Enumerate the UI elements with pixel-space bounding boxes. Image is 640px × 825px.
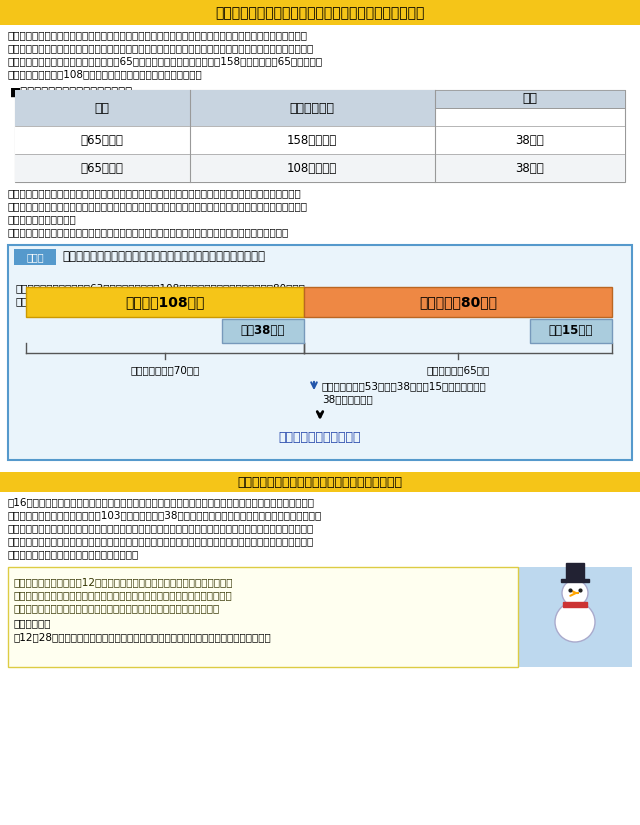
Text: 16歳以上の子供がいる場合、扶養控除を受けることができます。子供にアルバイト収入がある場合でも、: 16歳以上の子供がいる場合、扶養控除を受けることができます。子供にアルバイト収入… bbox=[8, 497, 315, 507]
Text: くなっているように感じます。今年も皆様には大変お世話になりました。あり: くなっているように感じます。今年も皆様には大変お世話になりました。あり bbox=[14, 590, 233, 600]
Text: 公的年金等控除70万円: 公的年金等控除70万円 bbox=[131, 365, 200, 375]
Bar bbox=[15, 90, 435, 126]
Text: 早いもので今年ももう12月ですね！　歳のせいか、時間のたつのが年々早: 早いもので今年ももう12月ですね！ 歳のせいか、時間のたつのが年々早 bbox=[14, 577, 234, 587]
Text: があったりして、後日、税務署から「扶養親族に該当しない」と指摘されるケースが増えていますので注意: があったりして、後日、税務署から「扶養親族に該当しない」と指摘されるケースが増え… bbox=[8, 201, 308, 211]
Text: で扶養控除が受けられます。通常、父母等には公的年金収入がありますが、父母等の収入が公的年金のみで、: で扶養控除が受けられます。通常、父母等には公的年金収入がありますが、父母等の収入… bbox=[8, 43, 314, 53]
Text: 父母等の扶養控除を受けるには、公的年金収入等に注意: 父母等の扶養控除を受けるには、公的年金収入等に注意 bbox=[215, 6, 425, 20]
Text: 妻のパート収入などと同様に年収103万円以下（所得38万円以下）であれば扶養控除が受けられます。この: 妻のパート収入などと同様に年収103万円以下（所得38万円以下）であれば扶養控除… bbox=[8, 510, 323, 520]
Text: 他に収入がなければ、父母等の年齢が満65歳以上の場合は公的年金収入が158万円以下、満65歳未満の場: 他に収入がなければ、父母等の年齢が満65歳以上の場合は公的年金収入が158万円以… bbox=[8, 56, 323, 66]
Bar bbox=[304, 287, 612, 317]
Text: しましょう。（図表１）: しましょう。（図表１） bbox=[8, 214, 77, 224]
Text: 場合、子供本人の収入にも所得税はかかりません。しかし親を扶養親族にしている場合と同様、子供のアルバ: 場合、子供本人の収入にも所得税はかかりません。しかし親を扶養親族にしている場合と… bbox=[8, 523, 314, 533]
Text: 所得15万円: 所得15万円 bbox=[549, 324, 593, 337]
Text: 158万円以下: 158万円以下 bbox=[287, 134, 337, 147]
Text: 扶養控除というと普通は子供が対象になると思われますが、父母や祖父母についても、一定の条件のもと: 扶養控除というと普通は子供が対象になると思われますが、父母や祖父母についても、一… bbox=[8, 30, 308, 40]
Bar bbox=[561, 579, 589, 582]
Text: 所得38万円: 所得38万円 bbox=[241, 324, 285, 337]
Text: パート収入80万円: パート収入80万円 bbox=[419, 295, 497, 309]
Text: 父母等の公的年金収入の他に、パート収入がある場合の扶養控除: 父母等の公的年金収入の他に、パート収入がある場合の扶養控除 bbox=[62, 251, 265, 263]
Text: 年齢: 年齢 bbox=[95, 101, 109, 115]
Text: がとうございました。来年も皆様にとってよい年でありますように。　康: がとうございました。来年も皆様にとってよい年でありますように。 康 bbox=[14, 603, 220, 613]
Bar bbox=[14, 249, 56, 265]
Text: 給与所得控除65万円: 給与所得控除65万円 bbox=[426, 365, 490, 375]
Text: イト収入の金額をきちんと確認しなかったために本来扶養控除が適用できないにもかかわらず、適用を受けて: イト収入の金額をきちんと確認しなかったために本来扶養控除が適用できないにもかかわ… bbox=[8, 536, 314, 546]
Text: 108万円以下: 108万円以下 bbox=[287, 162, 337, 175]
Bar bbox=[15, 90, 625, 182]
Text: 満65歳以上: 満65歳以上 bbox=[81, 134, 124, 147]
Text: 子供のアルバイト収入の金額をきちんと確認する: 子供のアルバイト収入の金額をきちんと確認する bbox=[237, 475, 403, 488]
Text: 満65歳未満: 満65歳未満 bbox=[81, 162, 124, 175]
Circle shape bbox=[555, 602, 595, 642]
Bar bbox=[15, 154, 625, 182]
Text: 12月28日（土）〜１月５日（日）は誠に勝手ながら年末年始のお休みをいただきます: 12月28日（土）〜１月５日（日）は誠に勝手ながら年末年始のお休みをいただきます bbox=[14, 632, 272, 642]
Bar bbox=[566, 563, 584, 579]
Text: このような場合、不足していた源泉所得税を会社が従業員から徴収し、収めなければなりません。: このような場合、不足していた源泉所得税を会社が従業員から徴収し、収めなければなり… bbox=[8, 227, 289, 237]
Text: ■扶養控除が受けられる公的年金収入: ■扶養控除が受けられる公的年金収入 bbox=[10, 86, 133, 99]
Text: 公的年金収入: 公的年金収入 bbox=[289, 101, 335, 115]
Text: 合は公的年金収入が108万円以下、で扶養控除の対象となります。: 合は公的年金収入が108万円以下、で扶養控除の対象となります。 bbox=[8, 69, 203, 79]
Text: 【設例】従業員Ａの母親（63歳）に公的年金収入108万円のほか、パートによる収入が80万円あ: 【設例】従業員Ａの母親（63歳）に公的年金収入108万円のほか、パートによる収入… bbox=[16, 283, 306, 293]
Bar bbox=[435, 90, 625, 108]
Bar bbox=[222, 319, 304, 343]
Bar bbox=[8, 567, 518, 667]
Text: 38万円を超える: 38万円を超える bbox=[322, 394, 372, 404]
Text: 親を扶養親族として扶養控除の適用を受けていたところ、年金収入が多かったり、他にパート収入など: 親を扶養親族として扶養控除の適用を受けていたところ、年金収入が多かったり、他にパ… bbox=[8, 188, 301, 198]
Circle shape bbox=[562, 580, 588, 606]
Text: しまっていることがあるので注意が必要です。: しまっていることがあるので注意が必要です。 bbox=[8, 549, 140, 559]
Bar bbox=[530, 319, 612, 343]
Text: 年金収入108万円: 年金収入108万円 bbox=[125, 295, 205, 309]
Text: る場合、扶養控除を受けられるでしょうか。: る場合、扶養控除を受けられるでしょうか。 bbox=[16, 296, 166, 306]
Bar bbox=[518, 567, 632, 667]
Text: 【お知らせ】: 【お知らせ】 bbox=[14, 618, 51, 628]
Text: 所得: 所得 bbox=[522, 92, 538, 106]
Bar bbox=[0, 0, 640, 25]
Bar bbox=[8, 245, 632, 460]
Text: 38万円: 38万円 bbox=[516, 162, 545, 175]
Text: 扶養控除は受けられない: 扶養控除は受けられない bbox=[279, 431, 361, 444]
Bar bbox=[15, 126, 625, 154]
Text: 38万円: 38万円 bbox=[516, 134, 545, 147]
Text: 合計所得金額は53万円（38万円＋15万円）となり、: 合計所得金額は53万円（38万円＋15万円）となり、 bbox=[322, 381, 487, 391]
Text: 図表１: 図表１ bbox=[26, 252, 44, 262]
Bar bbox=[435, 90, 625, 108]
Bar bbox=[0, 472, 640, 492]
Bar bbox=[26, 287, 304, 317]
Bar bbox=[563, 602, 587, 607]
